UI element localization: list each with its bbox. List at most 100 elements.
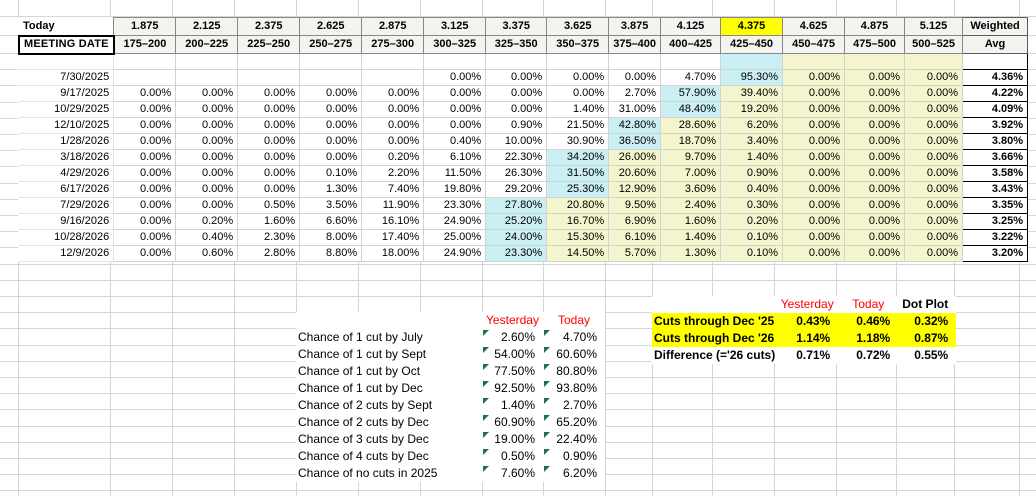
grid-cell[interactable]: 0.00% [546, 85, 610, 102]
grid-cell[interactable]: 0.00% [904, 197, 964, 214]
grid-cell[interactable]: 0.00% [844, 165, 906, 182]
today-label-cell[interactable]: Today [23, 19, 55, 32]
chance-label-cell[interactable]: Chance of 3 cuts by Dec [298, 432, 429, 446]
grid-cell[interactable]: 0.00% [844, 85, 906, 102]
grid-cell[interactable]: 2.20% [361, 165, 425, 182]
grid-cell[interactable]: 0.60% [175, 245, 239, 262]
grid-cell[interactable]: 0.00% [237, 149, 301, 166]
grid-cell[interactable]: 0.00% [782, 85, 846, 102]
chance-label-cell[interactable]: Chance of 4 cuts by Dec [298, 449, 429, 463]
weighted-avg-cell[interactable]: 3.80% [962, 133, 1029, 150]
grid-cell[interactable]: 0.90% [485, 117, 548, 134]
chance-yesterday-cell[interactable]: 54.00% [482, 346, 543, 363]
grid-cell[interactable]: 0.20% [361, 149, 425, 166]
chance-today-cell[interactable]: 93.80% [543, 380, 605, 397]
grid-cell[interactable]: 0.00% [423, 69, 487, 86]
grid-cell[interactable]: 36.50% [608, 133, 662, 150]
grid-cell[interactable]: 19.80% [423, 181, 487, 198]
grid-cell[interactable]: 20.60% [608, 165, 662, 182]
rate-header-cell[interactable]: 4.125 [660, 17, 722, 36]
grid-cell[interactable]: 2.70% [608, 85, 662, 102]
grid-cell[interactable]: 1.30% [299, 181, 363, 198]
grid-cell[interactable]: 0.00% [904, 117, 964, 134]
grid-cell[interactable]: 0.00% [844, 117, 906, 134]
grid-cell[interactable]: 0.00% [844, 229, 906, 246]
chances-today-header[interactable]: Today [557, 313, 591, 327]
grid-cell[interactable]: 0.10% [299, 165, 363, 182]
grid-cell[interactable]: 0.00% [782, 229, 846, 246]
grid-cell[interactable] [608, 53, 662, 70]
chance-yesterday-cell[interactable]: 2.60% [482, 329, 543, 346]
weighted-avg-cell[interactable]: 3.58% [962, 165, 1029, 182]
grid-cell[interactable]: 0.30% [720, 197, 784, 214]
avg-header-cell[interactable]: Avg [962, 35, 1029, 54]
chance-yesterday-cell[interactable]: 60.90% [482, 414, 543, 431]
date-cell[interactable]: 7/29/2026 [19, 197, 115, 214]
rate-header-cell[interactable]: 1.875 [113, 17, 177, 36]
grid-cell[interactable]: 23.30% [423, 197, 487, 214]
grid-cell[interactable]: 0.00% [175, 101, 239, 118]
chance-today-cell[interactable]: 22.40% [543, 431, 605, 448]
grid-cell[interactable]: 0.00% [175, 149, 239, 166]
grid-cell[interactable]: 0.00% [113, 213, 177, 230]
chance-yesterday-cell[interactable]: 0.50% [482, 448, 543, 465]
summary-today-cell[interactable]: 0.72% [856, 348, 891, 362]
rate-header-cell[interactable]: 3.125 [423, 17, 487, 36]
grid-cell[interactable]: 0.00% [175, 85, 239, 102]
grid-cell[interactable]: 4.70% [660, 69, 722, 86]
grid-cell[interactable]: 0.40% [175, 229, 239, 246]
grid-cell[interactable] [237, 53, 301, 70]
grid-cell[interactable]: 0.00% [237, 117, 301, 134]
range-header-cell[interactable]: 450–475 [782, 35, 846, 54]
date-cell[interactable]: 9/16/2026 [19, 213, 115, 230]
grid-cell[interactable]: 25.30% [546, 181, 610, 198]
grid-cell[interactable]: 7.40% [361, 181, 425, 198]
grid-cell[interactable]: 19.20% [720, 101, 784, 118]
weighted-avg-cell[interactable]: 3.35% [962, 197, 1029, 214]
grid-cell[interactable]: 30.90% [546, 133, 610, 150]
grid-cell[interactable]: 11.90% [361, 197, 425, 214]
grid-cell[interactable]: 0.00% [904, 133, 964, 150]
grid-cell[interactable]: 0.00% [782, 197, 846, 214]
grid-cell[interactable]: 2.80% [237, 245, 301, 262]
grid-cell[interactable]: 26.00% [608, 149, 662, 166]
grid-cell[interactable] [546, 53, 610, 70]
grid-cell[interactable]: 0.00% [423, 117, 487, 134]
grid-cell[interactable]: 0.00% [299, 117, 363, 134]
range-header-cell[interactable]: 425–450 [720, 35, 784, 54]
grid-cell[interactable]: 0.40% [720, 181, 784, 198]
grid-cell[interactable]: 17.40% [361, 229, 425, 246]
grid-cell[interactable]: 0.00% [904, 213, 964, 230]
grid-cell[interactable]: 0.00% [904, 85, 964, 102]
grid-cell[interactable] [299, 69, 363, 86]
range-header-cell[interactable]: 200–225 [175, 35, 239, 54]
summary-yesterday-cell[interactable]: 1.14% [776, 330, 839, 347]
grid-cell[interactable]: 0.00% [361, 101, 425, 118]
grid-cell[interactable]: 5.70% [608, 245, 662, 262]
grid-cell[interactable]: 34.20% [546, 149, 610, 166]
grid-cell[interactable]: 0.00% [844, 213, 906, 230]
weighted-avg-cell[interactable]: 4.22% [962, 85, 1029, 102]
grid-cell[interactable] [485, 53, 548, 70]
grid-cell[interactable]: 2.40% [660, 197, 722, 214]
grid-cell[interactable]: 0.00% [904, 101, 964, 118]
grid-cell[interactable]: 0.10% [720, 229, 784, 246]
chance-today-cell[interactable]: 0.90% [543, 448, 605, 465]
grid-cell[interactable]: 20.80% [546, 197, 610, 214]
grid-cell[interactable]: 1.30% [660, 245, 722, 262]
grid-cell[interactable]: 8.00% [299, 229, 363, 246]
rate-header-cell[interactable]: 4.375 [720, 17, 784, 36]
date-cell[interactable]: 9/17/2025 [19, 85, 115, 102]
grid-cell[interactable]: 0.00% [175, 197, 239, 214]
grid-cell[interactable]: 25.00% [423, 229, 487, 246]
grid-cell[interactable] [361, 53, 425, 70]
grid-cell[interactable]: 1.40% [546, 101, 610, 118]
grid-cell[interactable]: 42.80% [608, 117, 662, 134]
grid-cell[interactable]: 0.10% [720, 245, 784, 262]
summary-label-cell[interactable]: Difference (='26 cuts) [654, 348, 776, 362]
grid-cell[interactable]: 0.00% [904, 149, 964, 166]
date-cell[interactable]: 4/29/2026 [19, 165, 115, 182]
grid-cell[interactable]: 3.40% [720, 133, 784, 150]
grid-cell[interactable]: 57.90% [660, 85, 722, 102]
grid-cell[interactable]: 0.00% [904, 245, 964, 262]
